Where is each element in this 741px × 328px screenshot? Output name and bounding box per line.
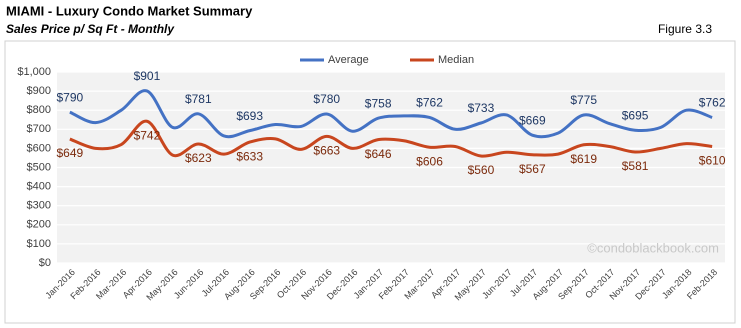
data-label: $663 bbox=[313, 144, 340, 158]
data-label: $762 bbox=[699, 96, 726, 110]
data-label: $693 bbox=[236, 109, 263, 123]
y-tick-label: $800 bbox=[27, 104, 51, 116]
legend-label: Median bbox=[438, 54, 474, 66]
data-label: $762 bbox=[416, 96, 443, 110]
y-tick-label: $900 bbox=[27, 85, 51, 97]
data-label: $581 bbox=[622, 159, 649, 173]
data-label: $619 bbox=[570, 152, 597, 166]
data-label: $775 bbox=[570, 93, 597, 107]
data-label: $758 bbox=[365, 96, 392, 110]
data-label: $781 bbox=[185, 92, 212, 106]
data-label: $733 bbox=[468, 101, 495, 115]
data-label: $742 bbox=[134, 128, 161, 142]
data-label: $623 bbox=[185, 151, 212, 165]
data-label: $646 bbox=[365, 147, 392, 161]
y-tick-label: $0 bbox=[39, 257, 51, 269]
y-tick-label: $700 bbox=[27, 123, 51, 135]
line bbox=[69, 89, 713, 139]
y-tick-label: $200 bbox=[27, 219, 51, 231]
data-label: $567 bbox=[519, 162, 546, 176]
data-label: $780 bbox=[313, 92, 340, 106]
y-tick-label: $400 bbox=[27, 181, 51, 193]
y-tick-label: $600 bbox=[27, 142, 51, 154]
data-label: $560 bbox=[468, 163, 495, 177]
data-label: $649 bbox=[56, 146, 83, 160]
watermark: ©condoblackbook.com bbox=[587, 240, 719, 255]
data-label: $695 bbox=[622, 108, 649, 122]
data-label: $790 bbox=[56, 90, 83, 104]
legend-label: Average bbox=[328, 54, 369, 66]
data-label: $901 bbox=[134, 69, 161, 83]
line bbox=[69, 119, 713, 158]
data-label: $669 bbox=[519, 113, 546, 127]
data-label: $610 bbox=[699, 154, 726, 168]
y-tick-label: $100 bbox=[27, 238, 51, 250]
chart-title: MIAMI - Luxury Condo Market Summary bbox=[6, 3, 253, 18]
data-label: $606 bbox=[416, 154, 443, 168]
y-tick-label: $300 bbox=[27, 200, 51, 212]
data-label: $633 bbox=[236, 149, 263, 163]
figure-label: Figure 3.3 bbox=[658, 22, 712, 36]
chart-subtitle: Sales Price p/ Sq Ft - Monthly bbox=[6, 22, 175, 36]
y-tick-label: $1,000 bbox=[17, 66, 51, 78]
y-tick-label: $500 bbox=[27, 161, 51, 173]
